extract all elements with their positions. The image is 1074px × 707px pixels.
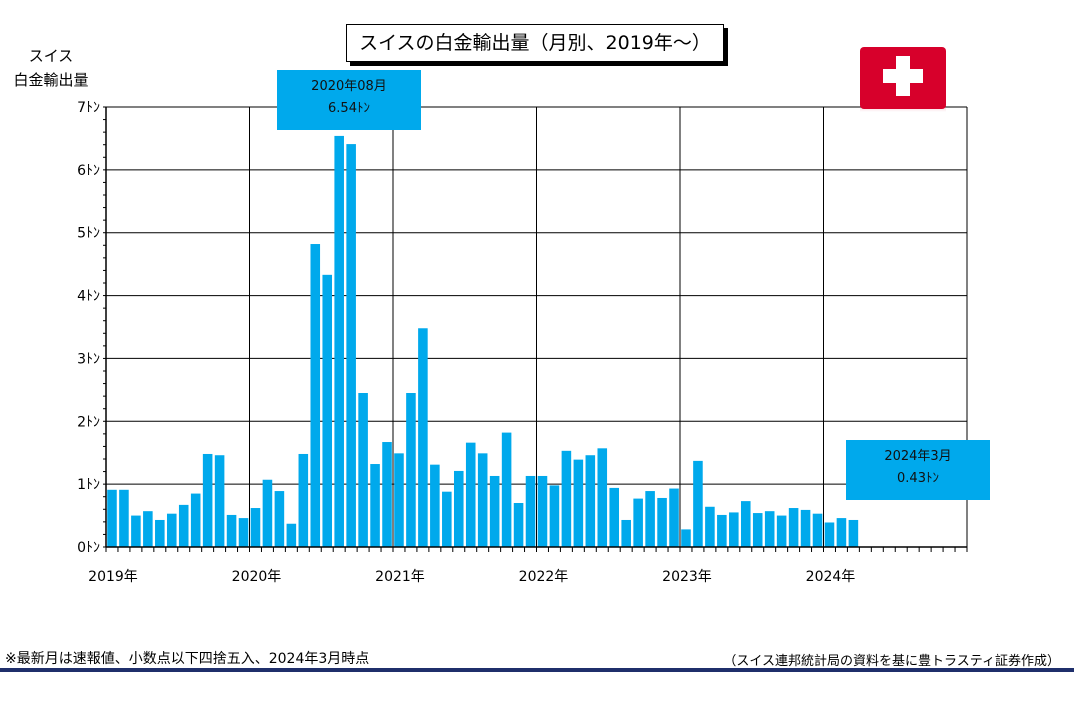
- bar-2019-12: [238, 518, 249, 547]
- bar-2022-08: [621, 519, 631, 547]
- x-tick-label: 2021年: [375, 569, 425, 585]
- peak-callout-value: 6.54ﾄﾝ: [328, 101, 370, 116]
- latest-callout: 2024年3月 0.43ﾄﾝ: [846, 440, 990, 500]
- bar-2023-05: [729, 512, 739, 547]
- peak-callout-month: 2020年08月: [311, 79, 387, 94]
- bar-2023-06: [740, 501, 751, 547]
- bar-2022-12: [669, 488, 679, 547]
- bar-2020-06: [310, 244, 321, 547]
- x-tick-label: 2020年: [232, 569, 282, 585]
- bar-2023-03: [705, 506, 715, 547]
- bar-2021-10: [501, 432, 512, 547]
- bar-2022-03: [561, 450, 572, 547]
- y-tick-label: 4ﾄﾝ: [77, 289, 100, 305]
- bar-2024-03: [848, 519, 859, 547]
- bar-2021-02: [406, 393, 416, 547]
- bar-2021-06: [453, 470, 464, 547]
- source-note: （スイス連邦統計局の資料を基に豊トラスティ証券作成）: [723, 654, 1060, 669]
- bar-2021-01: [394, 453, 404, 547]
- bar-2019-09: [202, 453, 213, 547]
- bar-2024-02: [836, 518, 847, 547]
- bar-2022-05: [585, 455, 596, 547]
- bar-2021-11: [513, 503, 524, 547]
- bar-2020-02: [262, 479, 273, 547]
- bar-2021-03: [418, 328, 428, 547]
- bar-2021-09: [489, 475, 500, 547]
- bar-2022-10: [645, 491, 655, 547]
- bar-2021-08: [477, 453, 488, 547]
- x-tick-label: 2022年: [519, 569, 569, 585]
- y-axis-label-line2: 白金輸出量: [13, 71, 89, 89]
- bar-2022-07: [609, 487, 620, 547]
- bar-2020-08: [334, 135, 344, 547]
- bar-2021-05: [442, 491, 452, 547]
- y-tick-label: 7ﾄﾝ: [77, 100, 100, 116]
- x-tick-label: 2019年: [88, 569, 138, 585]
- bar-2019-10: [214, 455, 225, 547]
- bar-2022-11: [657, 497, 667, 547]
- y-tick-label: 5ﾄﾝ: [77, 226, 100, 242]
- bar-2020-03: [274, 491, 285, 547]
- bar-2020-05: [298, 453, 309, 547]
- bar-2022-04: [573, 459, 584, 547]
- bar-2023-02: [693, 460, 703, 547]
- bar-2022-01: [537, 475, 548, 547]
- bar-2023-12: [812, 513, 823, 547]
- bar-2020-11: [370, 464, 380, 547]
- y-axis-label: スイス 白金輸出量: [8, 44, 94, 92]
- y-tick-label: 0ﾄﾝ: [77, 540, 100, 556]
- latest-callout-month: 2024年3月: [884, 449, 952, 464]
- bar-2022-02: [549, 485, 560, 547]
- bar-2020-09: [346, 144, 356, 548]
- y-tick-label: 2ﾄﾝ: [77, 414, 100, 430]
- bar-2019-07: [178, 504, 189, 547]
- bar-2019-02: [119, 489, 129, 547]
- bar-2020-04: [286, 523, 297, 547]
- bar-2019-04: [143, 511, 153, 547]
- x-tick-label: 2024年: [806, 569, 856, 585]
- bar-2020-12: [382, 442, 392, 547]
- bar-2022-09: [633, 498, 643, 547]
- bar-2019-11: [226, 514, 237, 547]
- swiss-flag-icon: [860, 47, 946, 112]
- bar-2021-12: [525, 475, 536, 547]
- y-axis-label-line1: スイス: [28, 47, 74, 65]
- bar-2019-08: [190, 493, 201, 547]
- bar-2019-05: [155, 519, 165, 547]
- bar-2020-07: [322, 274, 333, 547]
- bar-2024-01: [824, 522, 835, 547]
- footnote: ※最新月は速報値、小数点以下四捨五入、2024年3月時点: [5, 651, 370, 667]
- bar-2023-07: [752, 513, 763, 547]
- bar-2023-04: [717, 514, 727, 547]
- y-tick-label: 6ﾄﾝ: [77, 163, 100, 179]
- bar-2021-07: [465, 442, 476, 547]
- latest-callout-value: 0.43ﾄﾝ: [897, 471, 939, 486]
- bar-2022-06: [597, 448, 608, 547]
- bar-2019-01: [107, 489, 117, 547]
- bar-2020-01: [250, 508, 261, 547]
- bar-2020-10: [358, 393, 368, 547]
- bar-2023-01: [681, 529, 691, 547]
- y-tick-label: 1ﾄﾝ: [77, 477, 100, 493]
- bar-2021-04: [430, 464, 440, 547]
- bottom-rule: [0, 668, 1074, 672]
- bar-2023-10: [788, 508, 799, 547]
- x-tick-label: 2023年: [662, 569, 712, 585]
- bar-2019-03: [131, 515, 141, 547]
- y-tick-label: 3ﾄﾝ: [77, 351, 100, 367]
- chart-title: スイスの白金輸出量（月別、2019年～）: [346, 24, 724, 62]
- bar-2019-06: [166, 513, 177, 547]
- peak-callout: 2020年08月 6.54ﾄﾝ: [277, 70, 421, 130]
- bar-2023-11: [800, 509, 811, 547]
- bar-2023-09: [776, 515, 787, 547]
- bar-2023-08: [764, 511, 775, 547]
